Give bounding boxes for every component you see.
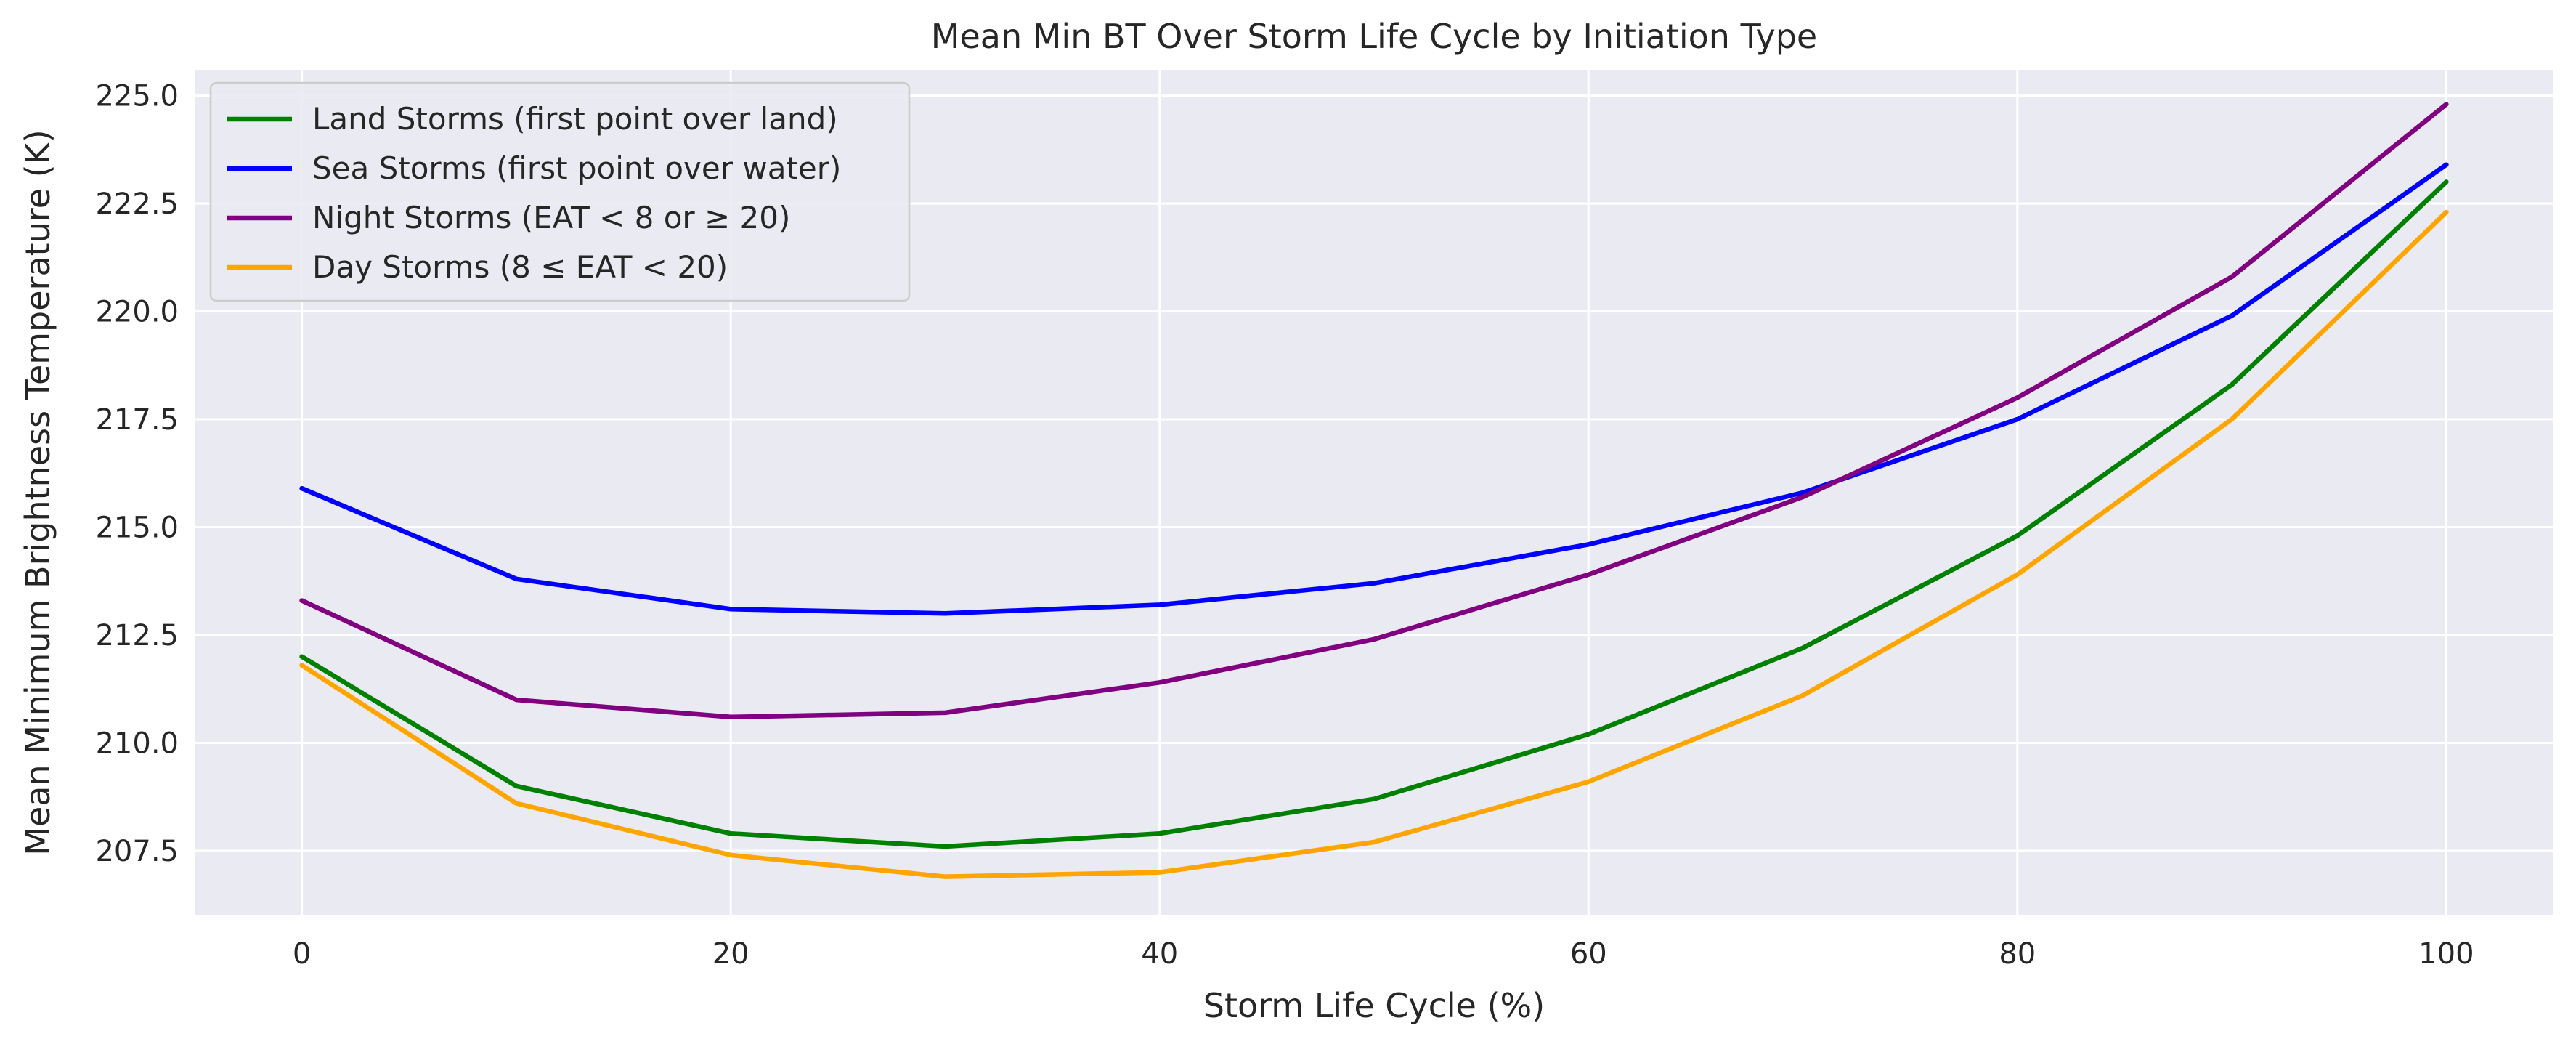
legend-label-3: Day Storms (8 ≤ EAT < 20): [312, 249, 728, 285]
grid-lines: [195, 70, 2553, 915]
series-line-0: [299, 179, 2449, 849]
y-tick-label: 217.5: [95, 403, 179, 437]
legend: Land Storms (first point over land) Sea S…: [209, 81, 911, 302]
x-axis-label: Storm Life Cycle (%): [1203, 986, 1545, 1025]
x-tick-label: 20: [712, 937, 749, 971]
y-tick-label: 207.5: [95, 835, 179, 868]
x-tick-label: 0: [293, 937, 311, 971]
legend-label-2: Night Storms (EAT < 8 or ≥ 20): [312, 200, 790, 235]
series-lines: [299, 102, 2449, 879]
y-tick-label: 210.0: [95, 727, 179, 760]
tick-labels: 0 20 40 60 80 100 207.5 210.0 212.5 215.0 217.5 220…: [95, 80, 2474, 971]
legend-label-0: Land Storms (first point over land): [312, 101, 838, 137]
series-line-1: [299, 162, 2449, 616]
x-tick-label: 100: [2418, 937, 2474, 971]
series-line-2: [299, 102, 2449, 720]
y-axis-label: Mean Minimum Brightness Temperature (K): [18, 129, 57, 855]
x-tick-label: 80: [1999, 937, 2036, 971]
legend-box: [209, 81, 911, 302]
y-tick-label: 222.5: [95, 187, 179, 221]
series-line-3: [299, 209, 2449, 879]
y-tick-label: 215.0: [95, 512, 179, 545]
y-tick-label: 212.5: [95, 619, 179, 652]
legend-label-1: Sea Storms (first point over water): [312, 150, 841, 186]
y-tick-label: 220.0: [95, 296, 179, 329]
chart-title: Mean Min BT Over Storm Life Cycle by Ini…: [931, 17, 1817, 56]
x-tick-label: 60: [1570, 937, 1607, 971]
x-tick-label: 40: [1141, 937, 1178, 971]
y-tick-label: 225.0: [95, 80, 179, 113]
